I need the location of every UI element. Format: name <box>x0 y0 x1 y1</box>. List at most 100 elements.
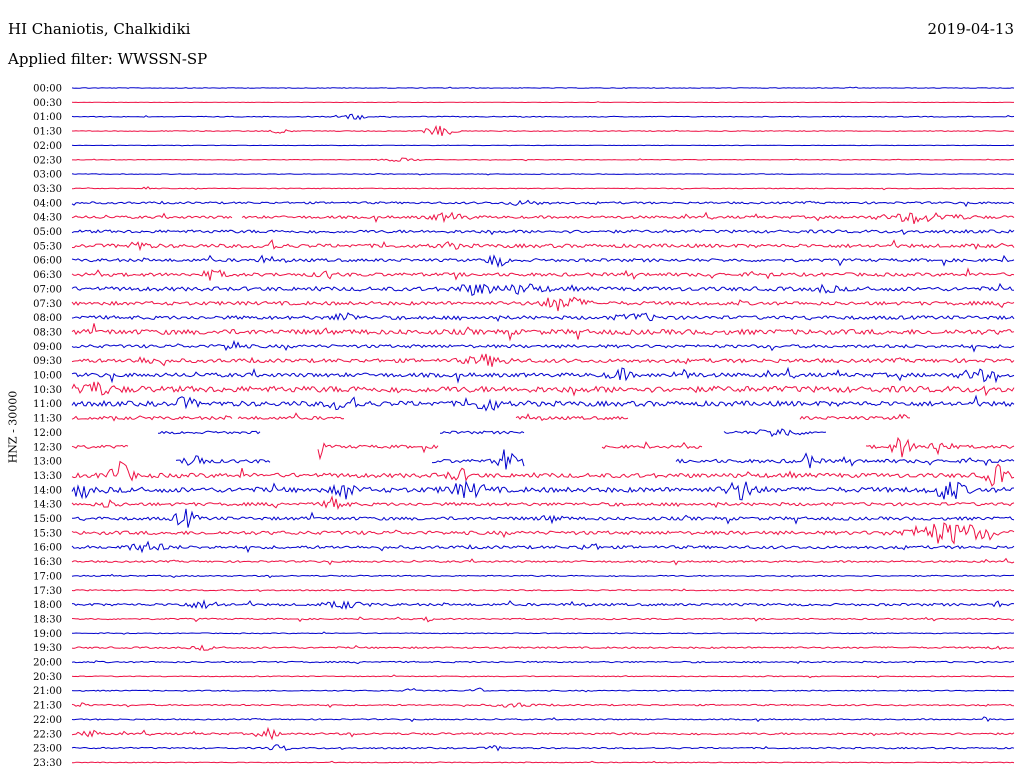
time-tick-label: 10:30 <box>33 385 62 396</box>
trace-row <box>158 428 827 438</box>
trace-row <box>71 573 1014 579</box>
trace-row <box>71 412 910 422</box>
trace-row <box>71 460 1015 487</box>
trace-row <box>71 211 1015 225</box>
trace-row <box>71 702 1015 708</box>
time-tick-label: 02:00 <box>33 141 62 152</box>
time-tick-label: 23:30 <box>33 758 62 769</box>
time-tick-label: 03:00 <box>33 170 62 181</box>
filter-label: Applied filter: WWSSN-SP <box>8 50 208 68</box>
trace-row <box>71 353 1015 367</box>
time-tick-label: 08:30 <box>33 327 62 338</box>
time-tick-label: 01:00 <box>33 112 62 123</box>
time-tick-label: 13:00 <box>33 457 62 468</box>
time-tick-label: 02:30 <box>33 155 62 166</box>
trace-row <box>175 449 1015 470</box>
trace-row <box>71 394 1015 412</box>
trace-row <box>71 540 1015 554</box>
trace-row <box>71 267 1015 281</box>
trace-row <box>71 479 1015 501</box>
trace-row <box>71 644 1015 651</box>
time-tick-label: 11:30 <box>33 414 62 425</box>
time-tick-label: 07:00 <box>33 284 62 295</box>
trace-row <box>72 508 1015 528</box>
trace-row <box>71 660 1014 665</box>
trace-row <box>71 726 1015 741</box>
trace-row <box>72 124 1015 137</box>
station-title: HI Chaniotis, Chalkidiki <box>8 20 191 38</box>
trace-row <box>71 381 1015 397</box>
time-tick-label: 00:00 <box>33 84 62 95</box>
time-tick-label: 20:00 <box>33 658 62 669</box>
trace-row <box>71 312 1015 323</box>
time-tick-label: 15:00 <box>33 514 62 525</box>
time-tick-label: 07:30 <box>33 299 62 310</box>
trace-row <box>71 744 1015 752</box>
time-tick-label: 10:00 <box>33 371 62 382</box>
trace-row <box>71 229 1015 236</box>
trace-row <box>71 616 1015 623</box>
time-tick-label: 16:30 <box>33 557 62 568</box>
trace-row <box>71 144 1015 147</box>
trace-row <box>71 113 1015 121</box>
time-tick-label: 01:30 <box>33 127 62 138</box>
time-tick-label: 05:30 <box>33 241 62 252</box>
trace-row <box>71 296 1015 312</box>
time-tick-label: 09:00 <box>33 342 62 353</box>
trace-row <box>71 436 1015 461</box>
trace-row <box>71 239 1015 252</box>
time-tick-label: 20:30 <box>33 672 62 683</box>
trace-row <box>71 254 1015 268</box>
time-tick-label: 09:30 <box>33 356 62 367</box>
time-tick-label: 23:00 <box>33 744 62 755</box>
trace-row <box>71 366 1015 384</box>
trace-row <box>71 631 1015 635</box>
trace-row <box>72 760 1015 764</box>
trace-row <box>72 157 1015 162</box>
trace-row <box>71 716 1015 723</box>
time-tick-label: 11:00 <box>33 399 62 410</box>
trace-row <box>71 323 1015 342</box>
time-tick-label: 19:00 <box>33 629 62 640</box>
trace-row <box>71 674 1015 679</box>
time-tick-label: 06:30 <box>33 270 62 281</box>
time-tick-label: 21:30 <box>33 701 62 712</box>
trace-row <box>71 282 1015 297</box>
time-tick-label: 04:00 <box>33 198 62 209</box>
time-tick-label: 17:30 <box>33 586 62 597</box>
time-tick-label: 14:30 <box>33 500 62 511</box>
time-tick-label: 18:30 <box>33 614 62 625</box>
trace-row <box>71 101 1014 104</box>
time-tick-label: 12:30 <box>33 442 62 453</box>
time-tick-label: 05:00 <box>33 227 62 238</box>
time-tick-label: 12:00 <box>33 428 62 439</box>
time-tick-label: 13:30 <box>33 471 62 482</box>
trace-row <box>71 599 1015 610</box>
trace-row <box>71 522 1015 545</box>
time-tick-label: 16:00 <box>33 543 62 554</box>
trace-row <box>71 199 1015 208</box>
trace-row <box>71 172 1015 176</box>
time-tick-label: 06:00 <box>33 256 62 267</box>
time-tick-label: 03:30 <box>33 184 62 195</box>
time-tick-label: 22:30 <box>33 729 62 740</box>
trace-row <box>71 687 1015 693</box>
trace-row <box>71 557 1015 566</box>
time-tick-label: 08:00 <box>33 313 62 324</box>
time-tick-label: 04:30 <box>33 213 62 224</box>
trace-row <box>71 588 1015 592</box>
trace-row <box>71 86 1015 89</box>
time-tick-label: 17:00 <box>33 571 62 582</box>
time-tick-label: 21:00 <box>33 686 62 697</box>
time-tick-label: 18:00 <box>33 600 62 611</box>
trace-row <box>71 339 1015 353</box>
time-tick-label: 14:00 <box>33 485 62 496</box>
date-label: 2019-04-13 <box>927 20 1014 38</box>
time-tick-label: 00:30 <box>33 98 62 109</box>
time-tick-label: 22:00 <box>33 715 62 726</box>
trace-row <box>71 495 1015 511</box>
time-tick-label: 19:30 <box>33 643 62 654</box>
trace-row <box>71 186 1015 191</box>
time-tick-label: 15:30 <box>33 528 62 539</box>
